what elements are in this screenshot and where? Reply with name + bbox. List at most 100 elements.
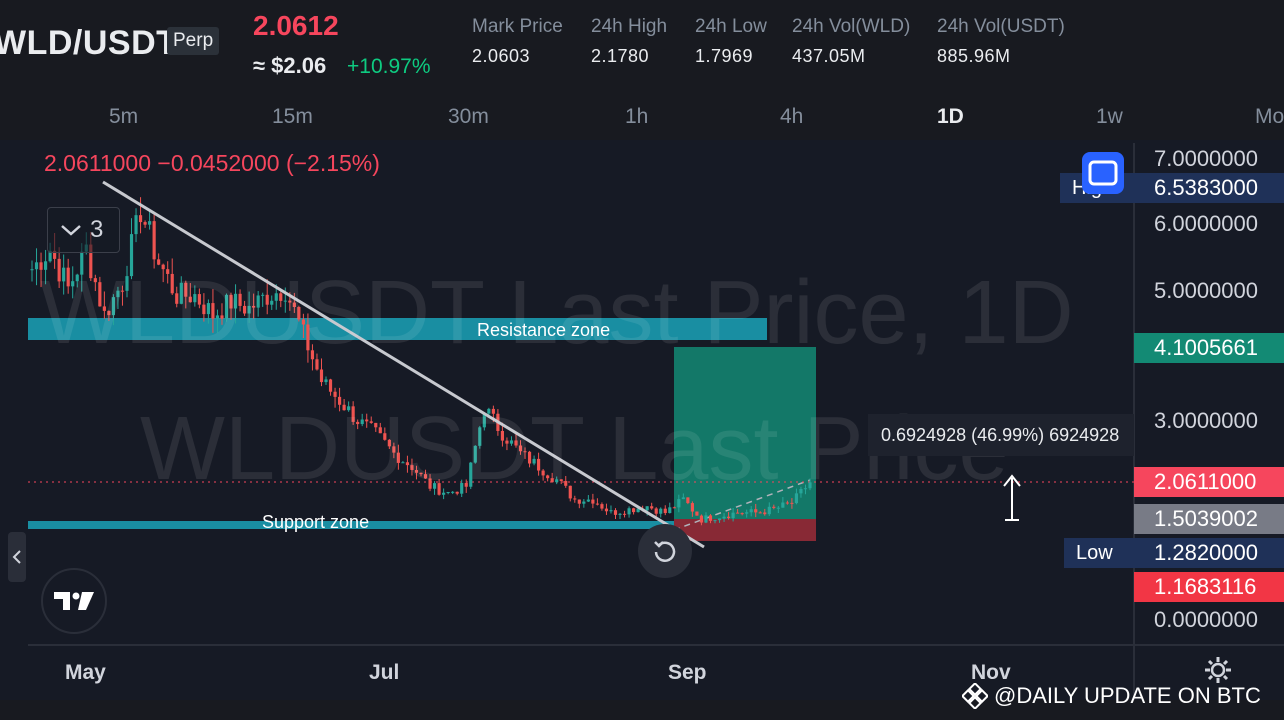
x-axis-label: Nov: [971, 661, 1011, 684]
candle-body: [256, 295, 260, 308]
candle-body: [220, 315, 224, 319]
candle-body: [283, 300, 287, 302]
candle-body: [799, 488, 803, 494]
candle-body: [749, 509, 753, 513]
candle-body: [428, 478, 432, 489]
candle-body: [622, 513, 627, 515]
candle-body: [405, 462, 410, 466]
candle-body: [487, 408, 491, 414]
candle-body: [632, 508, 636, 513]
stop-price-tag: 1.1683116: [1134, 572, 1284, 602]
candle-body: [645, 506, 649, 511]
y-axis-label: 6.0000000: [1154, 211, 1258, 236]
candle-body: [446, 492, 450, 494]
candle-body: [573, 498, 577, 500]
candle-body: [238, 293, 242, 306]
candle-body: [726, 516, 731, 519]
timeframe-month[interactable]: Mo: [1255, 105, 1284, 128]
candle-body: [541, 470, 545, 476]
candle-body: [550, 478, 554, 483]
candle-body: [618, 513, 622, 515]
resistance-zone-label: Resistance zone: [477, 320, 611, 340]
candle-body: [460, 483, 464, 494]
candle-body: [659, 508, 663, 514]
stat-mark-price: Mark Price 2.0603: [472, 16, 563, 67]
timeframe-15m[interactable]: 15m: [272, 105, 313, 128]
reset-chart-button[interactable]: [638, 524, 692, 578]
timeframe-1w[interactable]: 1w: [1096, 105, 1123, 128]
candle-body: [442, 492, 446, 495]
candle-body: [767, 506, 771, 515]
candle-body: [491, 408, 495, 414]
high-price-tag: 6.5383000: [1134, 173, 1284, 203]
plot-background: [28, 143, 1134, 645]
candle-body: [713, 520, 717, 522]
candle-body: [193, 294, 197, 303]
stat-24h-low: 24h Low 1.7969: [695, 16, 767, 67]
timeframe-1h[interactable]: 1h: [625, 105, 649, 128]
collapse-left-panel-button[interactable]: [8, 532, 26, 582]
settings-gear-icon[interactable]: [1203, 655, 1233, 685]
stop-loss-box: [674, 519, 816, 541]
candle-body: [292, 302, 296, 307]
timeframe-30m[interactable]: 30m: [448, 105, 489, 128]
candle-body: [663, 508, 667, 514]
candle-body: [650, 506, 654, 509]
last-price-tag: 2.0611000: [1134, 467, 1284, 497]
candle-body: [98, 282, 102, 307]
candle-body: [582, 501, 586, 504]
candle-body: [595, 503, 599, 505]
candle-body: [478, 427, 482, 446]
symbol-name[interactable]: WLD/USDT: [0, 24, 178, 62]
candle-body: [423, 474, 428, 479]
candle-body: [34, 262, 39, 270]
candle-body: [636, 508, 640, 513]
candle-body: [197, 294, 201, 305]
timeframe-4h[interactable]: 4h: [780, 105, 804, 128]
x-axis-label: Jul: [369, 661, 400, 684]
candle-body: [668, 507, 672, 514]
stat-label: 24h Vol(WLD): [792, 16, 911, 37]
indicator-collapse-button[interactable]: 3: [47, 207, 120, 253]
candle-body: [604, 508, 609, 512]
candle-body: [699, 515, 704, 523]
candle-body: [509, 440, 514, 444]
stat-value: 1.7969: [695, 46, 754, 66]
candle-body: [328, 379, 333, 392]
candle-body: [224, 294, 229, 319]
candle-body: [396, 452, 400, 463]
stat-value: 885.96M: [937, 46, 1011, 66]
timeframe-1d[interactable]: 1D: [937, 105, 964, 128]
candle-body: [677, 499, 681, 508]
candle-body: [116, 290, 120, 298]
footer-brand: @DAILY UPDATE ON BTC: [962, 683, 1261, 709]
stat-24h-vol-wld: 24h Vol(WLD) 437.05M: [792, 16, 910, 67]
support-zone-label: Support zone: [262, 512, 370, 532]
reset-icon: [654, 541, 676, 562]
entry-price-tag: 1.5039002: [1134, 504, 1284, 534]
candle-body: [279, 293, 283, 301]
timeframe-5m[interactable]: 5m: [109, 105, 139, 128]
candle-body: [387, 439, 391, 447]
chart-watermark-line-1: WLDUSDT Last Price, 1D: [40, 263, 1074, 363]
footer-brand-text: @DAILY UPDATE ON BTC: [994, 683, 1261, 708]
candle-body: [469, 462, 473, 487]
candle-body: [609, 510, 613, 512]
candle-body: [564, 480, 568, 486]
candle-body: [717, 518, 722, 521]
ohlc-readout: 2.0611000 −0.0452000 (−2.15%): [44, 150, 380, 176]
candle-body: [722, 516, 726, 519]
candle-body: [188, 296, 192, 303]
stat-label: 24h High: [591, 16, 668, 37]
tradingview-logo[interactable]: [41, 568, 107, 634]
stat-24h-high: 24h High 2.1780: [591, 16, 667, 67]
candle-body: [148, 221, 152, 225]
candle-body: [347, 406, 351, 411]
fullscreen-button[interactable]: [1082, 152, 1124, 194]
last-price: 2.0612: [253, 10, 339, 41]
y-axis-label: 3.0000000: [1154, 408, 1258, 433]
stat-value: 2.0603: [472, 46, 531, 66]
candle-body: [233, 293, 238, 309]
binance-logo-icon: [962, 683, 988, 709]
